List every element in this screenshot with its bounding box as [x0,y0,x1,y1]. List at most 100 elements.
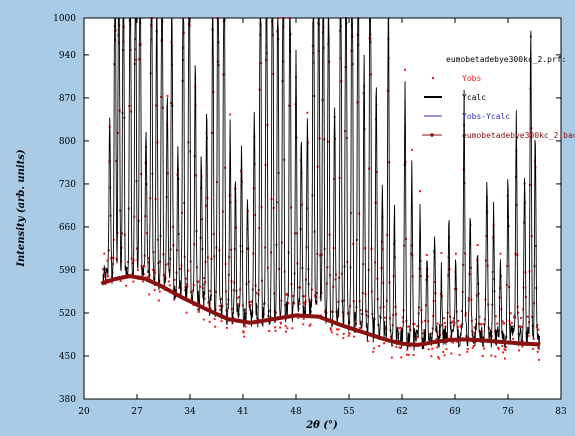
yobs-point [405,353,408,356]
yobs-point [342,337,345,340]
yobs-point [459,325,462,328]
y-tick-label: 380 [59,395,76,405]
yobs-point [141,266,144,269]
yobs-point [496,322,499,325]
yobs-point [532,338,535,341]
yobs-point [255,291,258,294]
yobs-point [396,336,399,339]
yobs-point [383,320,386,323]
yobs-point [101,268,104,271]
yobs-point [399,347,402,350]
yobs-point [504,345,507,348]
yobs-point [107,249,110,252]
legend-item: Yobs [432,74,481,83]
yobs-point [220,320,223,323]
yobs-point [538,358,541,361]
y-tick-label: 730 [59,180,76,190]
yobs-point [284,325,287,328]
yobs-point [209,307,212,310]
yobs-point [502,351,505,354]
yobs-point [517,311,520,314]
yobs-point [329,328,332,331]
yobs-point [407,353,410,356]
yobs-point [474,318,477,321]
yobs-point [348,332,351,335]
yobs-point [384,327,387,330]
yobs-point [526,315,529,318]
yobs-point [280,322,283,325]
yobs-point [147,257,150,260]
y-tick-label: 800 [59,137,76,147]
yobs-point [213,318,216,321]
yobs-point [378,345,381,348]
yobs-point [401,316,404,319]
y-tick-label: 1000 [53,14,76,24]
yobs-point [399,326,402,329]
yobs-point [365,310,368,313]
yobs-point [286,327,289,330]
yobs-point [143,265,146,268]
yobs-point [173,278,176,281]
yobs-point [269,309,272,312]
yobs-point [347,334,350,337]
yobs-point [501,344,504,347]
yobs-point [504,348,507,351]
yobs-point [494,315,497,318]
yobs-point [360,321,363,324]
yobs-point [430,355,433,358]
yobs-point [501,320,504,323]
yobs-point [286,294,289,297]
yobs-point [346,312,349,315]
x-tick-label: 62 [396,407,407,417]
yobs-point [436,346,439,349]
yobs-point [421,332,424,335]
yobs-point [250,300,253,303]
y-tick-label: 940 [59,51,76,61]
yobs-point [453,321,456,324]
yobs-point [292,295,295,297]
yobs-point [182,46,185,49]
yobs-point [136,268,139,271]
yobs-point [309,323,312,326]
yobs-point [400,356,403,359]
yobs-point [478,315,481,318]
yobs-point [117,41,120,44]
yobs-point [191,289,194,292]
yobs-point [125,284,128,287]
yobs-point [480,323,483,326]
legend-label: Yobs-Ycalc [462,112,510,121]
yobs-point [197,310,200,313]
yobs-point [303,301,306,304]
yobs-point [243,335,246,338]
yobs-point [450,321,453,324]
yobs-point [473,326,476,329]
yobs-point [134,48,137,51]
x-tick-label: 48 [290,407,302,417]
x-tick-label: 34 [184,407,196,417]
y-tick-label: 660 [59,223,76,233]
yobs-point [496,334,499,337]
legend-item: Yobs-Ycalc [424,112,510,121]
yobs-point [151,268,154,271]
yobs-point [408,325,411,328]
yobs-point [499,252,502,255]
yobs-point [408,345,411,348]
legend-label: Yobs [462,74,481,83]
yobs-point [366,340,369,343]
yobs-point [458,353,461,356]
yobs-point [490,354,493,357]
yobs-point [383,342,386,345]
x-tick-label: 20 [78,407,90,417]
yobs-point [435,338,438,341]
yobs-point [122,40,125,43]
yobs-point [322,26,325,29]
yobs-point [512,337,515,340]
yobs-point [471,346,474,349]
yobs-point [436,322,439,325]
legend-label: eumobetadebye300kc_2.bac: [462,131,575,140]
yobs-point [129,23,132,26]
x-tick-label: 76 [502,407,514,417]
yobs-point [317,49,320,52]
yobs-point [510,329,513,332]
